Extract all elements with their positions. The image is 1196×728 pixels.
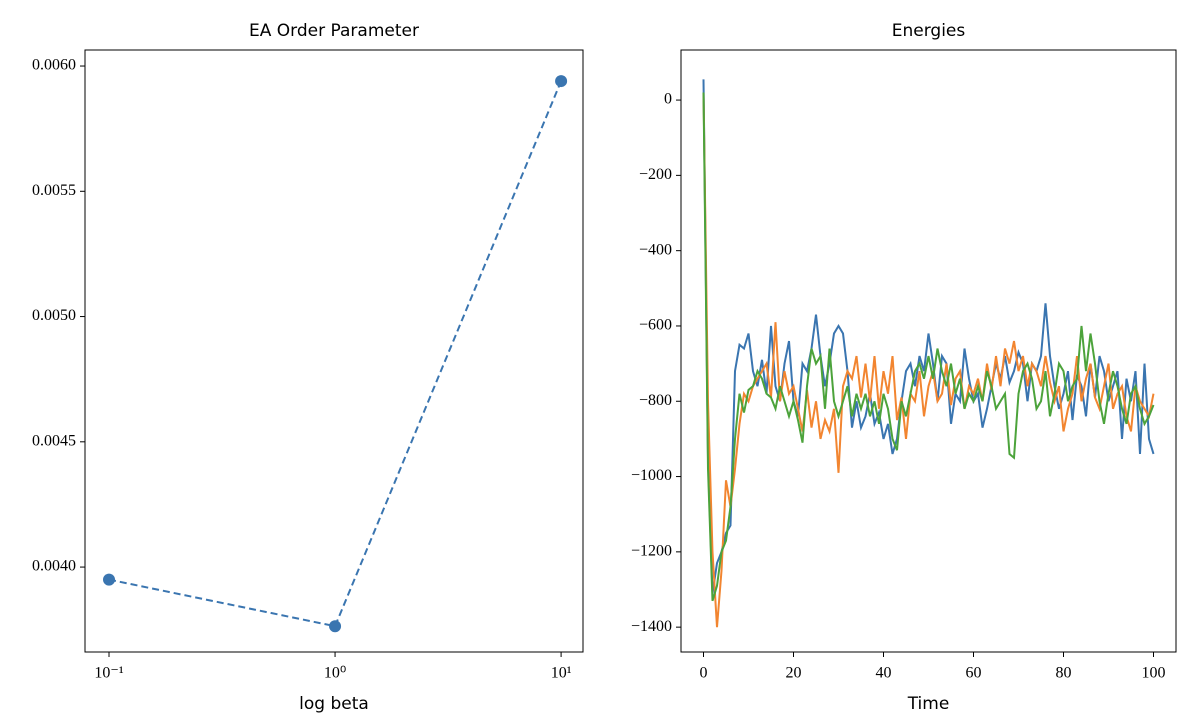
x-tick-label: 100: [1142, 665, 1166, 682]
x-axis-label: log beta: [299, 694, 369, 714]
data-point: [329, 620, 342, 633]
x-tick-label: 80: [1056, 665, 1072, 682]
plot-frame: [84, 49, 584, 653]
y-tick-label: 0.0060: [32, 57, 76, 74]
data-line: [702, 92, 1155, 602]
plot-frame: [680, 49, 1177, 653]
y-tick-label: −1000: [631, 467, 672, 484]
x-tick-label: 10⁰: [324, 665, 346, 682]
y-tick-label: −1200: [631, 543, 672, 560]
y-tick-label: 0.0040: [32, 558, 76, 575]
x-tick-label: 20: [786, 665, 802, 682]
data-point: [103, 573, 116, 586]
y-tick-label: 0.0055: [32, 182, 76, 199]
x-tick-label: 40: [876, 665, 892, 682]
data-point: [555, 75, 568, 88]
x-tick-label: 10⁻¹: [94, 665, 123, 682]
chart-title: EA Order Parameter: [249, 21, 419, 41]
data-line: [702, 79, 1155, 594]
y-tick-label: −1400: [631, 618, 672, 635]
y-tick-label: −800: [639, 392, 672, 409]
y-tick-label: 0.0050: [32, 307, 76, 324]
data-line: [108, 80, 563, 628]
y-tick-label: 0.0045: [32, 432, 76, 449]
chart-title: Energies: [892, 21, 966, 41]
x-tick-label: 0: [700, 665, 708, 682]
y-tick-label: 0: [664, 91, 672, 108]
y-tick-label: −200: [639, 166, 672, 183]
x-tick-label: 60: [966, 665, 982, 682]
x-tick-label: 10¹: [551, 665, 572, 682]
x-axis-label: Time: [907, 694, 950, 714]
y-tick-label: −600: [639, 317, 672, 334]
y-tick-label: −400: [639, 241, 672, 258]
